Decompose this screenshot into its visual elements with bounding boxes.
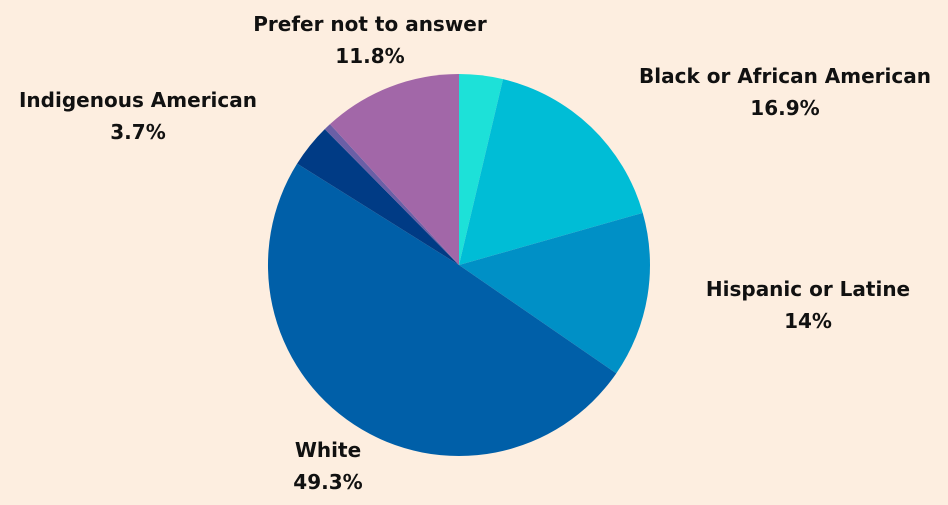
label-indigenous-american-value: 3.7% — [110, 120, 166, 144]
pie-slice-white — [267, 163, 617, 457]
pie-slice-unlabeled-5 — [324, 124, 459, 265]
label-black-or-african-american: Black or African American 16.9% — [639, 60, 931, 124]
pie-slice-hispanic-or-latine — [459, 212, 651, 374]
label-black-or-african-american-value: 16.9% — [750, 96, 820, 120]
label-black-or-african-american-name: Black or African American — [639, 64, 931, 88]
pie-slice-unlabeled-0 — [459, 74, 503, 265]
label-white-name: White — [294, 438, 362, 462]
pie-slice-black-or-african-american — [459, 79, 643, 265]
label-prefer-not-to-answer-value: 11.8% — [335, 44, 405, 68]
label-hispanic-or-latine: Hispanic or Latine 14% — [706, 273, 910, 337]
label-white: White 49.3% — [293, 434, 362, 498]
label-hispanic-or-latine-value: 14% — [784, 309, 832, 333]
label-prefer-not-to-answer-name: Prefer not to answer — [253, 12, 487, 36]
pie-slice-indigenous-american — [297, 129, 459, 265]
label-white-value: 49.3% — [293, 470, 363, 494]
label-indigenous-american: Indigenous American 3.7% — [19, 84, 257, 148]
pie-slice-prefer-not-to-answer — [330, 74, 459, 265]
label-indigenous-american-name: Indigenous American — [18, 88, 258, 112]
label-hispanic-or-latine-name: Hispanic or Latine — [705, 277, 911, 301]
label-prefer-not-to-answer: Prefer not to answer 11.8% — [253, 8, 487, 72]
